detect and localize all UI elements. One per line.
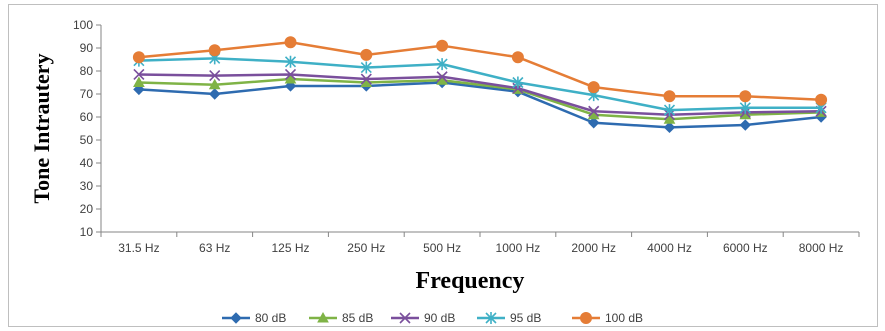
series-line-90-db (138, 73, 822, 116)
x-tick-label: 2000 Hz (571, 241, 616, 255)
data-point-100-db (587, 81, 600, 94)
x-tick-label: 4000 Hz (647, 241, 692, 255)
legend-label-85-db: 85 dB (342, 311, 373, 325)
legend-marker-90-db (399, 312, 411, 324)
x-axis-title: Frequency (416, 268, 525, 294)
x-tick-label: 31.5 Hz (118, 241, 159, 255)
line-chart: 10 20 30 40 50 60 70 80 90 100 31.5 Hz 63 Hz 125 Hz 2… (29, 18, 860, 325)
y-tick-label: 80 (80, 64, 94, 78)
series-line-85-db (138, 77, 822, 121)
x-tick-label: 500 Hz (423, 241, 461, 255)
data-point-90-db (133, 68, 145, 81)
data-point-80-db (587, 117, 600, 129)
data-point-95-db (284, 55, 297, 68)
y-tick-label: 40 (80, 156, 94, 170)
data-point-100-db (511, 51, 524, 64)
legend-label-90-db: 90 dB (424, 311, 455, 325)
y-tick-label: 100 (73, 18, 93, 32)
y-axis-title: Tone Intrautery (29, 53, 54, 203)
data-point-85-db (133, 76, 145, 87)
legend-marker-85-db (317, 311, 329, 323)
data-point-100-db (132, 51, 145, 64)
y-tick-label: 60 (80, 110, 94, 124)
x-tick-label: 125 Hz (271, 241, 309, 255)
x-tick-label: 63 Hz (199, 241, 230, 255)
data-point-95-db (663, 104, 676, 117)
data-point-90-db (209, 70, 221, 82)
x-tick-label: 250 Hz (347, 241, 385, 255)
legend-label-100-db: 100 dB (605, 311, 643, 325)
y-tick-label: 10 (80, 225, 94, 239)
y-tick-label: 30 (80, 179, 94, 193)
legend-marker-80-db (230, 312, 242, 324)
data-point-90-db (436, 71, 448, 83)
data-point-80-db (663, 121, 676, 134)
y-tick-label: 50 (80, 133, 94, 147)
data-point-100-db (360, 48, 373, 61)
data-point-95-db (512, 76, 524, 89)
data-point-85-db (663, 113, 676, 124)
legend-marker-100-db (580, 312, 592, 324)
data-point-90-db (284, 68, 297, 81)
y-tick-label: 70 (80, 87, 94, 101)
x-tick-label: 8000 Hz (799, 241, 844, 255)
data-point-95-db (739, 101, 751, 114)
data-point-100-db (739, 90, 752, 103)
data-point-100-db (284, 36, 297, 49)
series-line-95-db (138, 57, 822, 112)
data-point-80-db (208, 88, 221, 100)
data-point-85-db (284, 73, 297, 84)
x-tick-label: 1000 Hz (496, 241, 541, 255)
chart-frame: 10 20 30 40 50 60 70 80 90 100 31.5 Hz 63 Hz 125 Hz 2… (8, 4, 878, 327)
data-point-85-db (208, 78, 221, 90)
data-point-100-db (436, 39, 449, 52)
legend-label-95-db: 95 dB (510, 311, 541, 325)
x-tick-label: 6000 Hz (723, 241, 768, 255)
data-point-100-db (663, 90, 676, 103)
y-tick-label: 20 (80, 202, 94, 216)
series-line-100-db (138, 41, 822, 101)
data-point-90-db (360, 73, 372, 85)
data-point-95-db (360, 61, 372, 74)
data-point-90-db (588, 105, 600, 117)
data-point-100-db (815, 93, 828, 106)
data-point-95-db (436, 58, 448, 71)
series-line-80-db (138, 81, 822, 129)
data-point-100-db (208, 44, 221, 57)
data-point-80-db (739, 119, 752, 131)
legend-marker-95-db (485, 312, 497, 324)
y-tick-label: 90 (80, 41, 94, 55)
legend-label-80-db: 80 dB (255, 311, 286, 325)
